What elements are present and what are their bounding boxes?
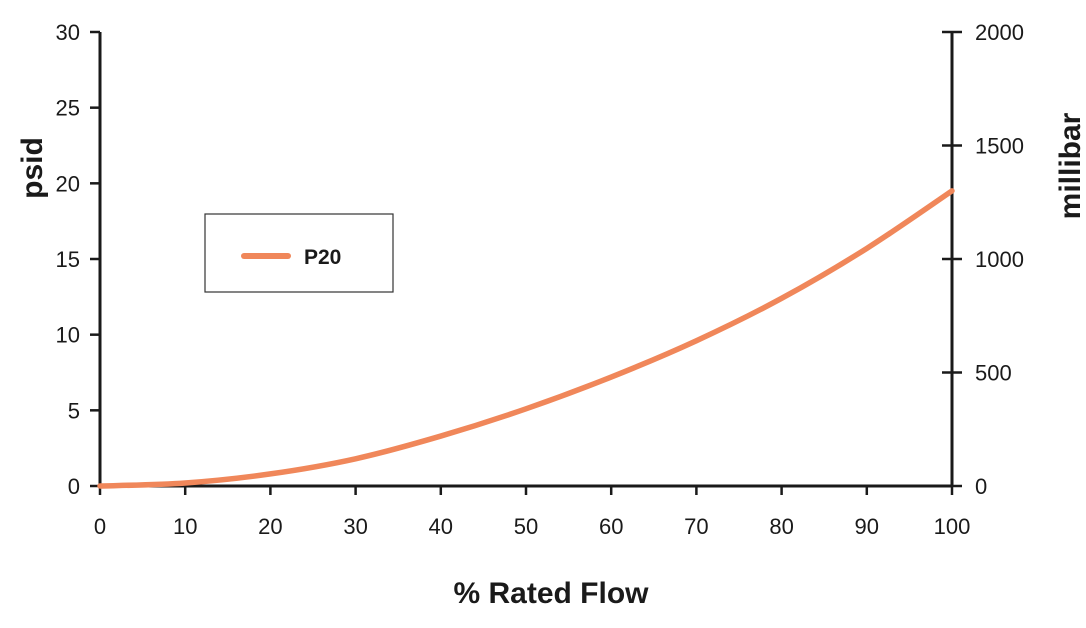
x-tick-label: 80 (769, 514, 793, 539)
right-y-tick-label: 0 (975, 474, 987, 499)
x-tick-label: 60 (599, 514, 623, 539)
left-y-tick-label: 5 (68, 398, 80, 423)
x-tick-label: 90 (855, 514, 879, 539)
legend-box (204, 213, 394, 293)
x-tick-label: 10 (173, 514, 197, 539)
x-tick-label: 70 (684, 514, 708, 539)
left-y-tick-label: 10 (56, 323, 80, 348)
legend-label-p20: P20 (304, 246, 341, 269)
x-tick-label: 40 (429, 514, 453, 539)
ticks (90, 30, 962, 495)
right-y-axis-title: millibar (1054, 112, 1086, 219)
series-line-p20 (97, 188, 955, 489)
x-tick-label: 50 (514, 514, 538, 539)
x-tick-label: 100 (934, 514, 971, 539)
right-y-tick-label: 1500 (975, 134, 1024, 159)
right-y-tick-label: 500 (975, 361, 1012, 386)
tick-labels: 0 10 20 30 40 50 60 70 80 90 100051015202530050010… (56, 20, 1024, 539)
left-y-tick-label: 25 (56, 96, 80, 121)
right-y-tick-label: 2000 (975, 20, 1024, 45)
x-axis-title: % Rated Flow (453, 577, 649, 610)
x-tick-label: 20 (258, 514, 282, 539)
left-y-tick-label: 0 (68, 474, 80, 499)
legend: P20 (204, 213, 394, 293)
left-y-tick-label: 30 (56, 20, 80, 45)
left-y-axis-title: psid (16, 137, 49, 199)
x-tick-label: 0 (94, 514, 106, 539)
x-tick-label: 30 (343, 514, 367, 539)
left-y-tick-label: 20 (56, 171, 80, 196)
right-y-tick-label: 1000 (975, 247, 1024, 272)
series-layer (97, 188, 955, 489)
left-y-tick-label: 15 (56, 247, 80, 272)
